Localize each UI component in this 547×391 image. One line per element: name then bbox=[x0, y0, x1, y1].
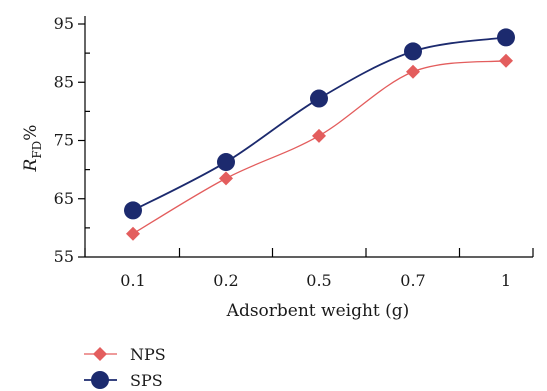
series-group bbox=[124, 28, 515, 241]
data-point-nps bbox=[406, 64, 420, 79]
x-axis-ticks: 0.1 0.2 0.5 0.7 1 bbox=[84, 248, 534, 290]
legend-item-sps: SPS bbox=[84, 371, 163, 390]
series-nps bbox=[126, 53, 513, 241]
legend-item-nps: NPS bbox=[84, 345, 166, 364]
series-line-nps bbox=[132, 60, 507, 235]
data-point-sps bbox=[124, 201, 142, 220]
data-point-sps bbox=[404, 42, 422, 61]
x-tick-label: 0.5 bbox=[306, 271, 331, 290]
x-tick-label: 0.1 bbox=[120, 271, 145, 290]
y-tick-label: 55 bbox=[54, 247, 74, 266]
x-tick-label: 1 bbox=[501, 271, 511, 290]
y-axis-ticks: 55 65 75 85 95 bbox=[54, 14, 90, 266]
y-axis-label: RFD% bbox=[21, 125, 44, 173]
legend-label: NPS bbox=[130, 345, 166, 364]
y-tick-label: 75 bbox=[54, 131, 74, 150]
legend: NPS SPS bbox=[84, 345, 166, 390]
data-point-nps bbox=[219, 171, 233, 186]
x-tick-label: 0.7 bbox=[400, 271, 425, 290]
x-tick-label: 0.2 bbox=[213, 271, 238, 290]
y-tick-label: 95 bbox=[54, 14, 74, 33]
legend-marker bbox=[93, 347, 107, 361]
legend-marker bbox=[91, 371, 109, 389]
y-tick-label: 65 bbox=[54, 189, 74, 208]
data-point-sps bbox=[497, 28, 515, 47]
data-point-sps bbox=[217, 153, 235, 172]
data-point-nps bbox=[312, 128, 326, 143]
y-tick-label: 85 bbox=[54, 72, 74, 91]
x-axis-label: Adsorbent weight (g) bbox=[226, 301, 410, 321]
axes bbox=[84, 16, 533, 258]
data-point-nps bbox=[126, 226, 140, 241]
series-sps bbox=[124, 28, 515, 220]
data-point-sps bbox=[310, 89, 328, 108]
legend-label: SPS bbox=[130, 371, 163, 390]
data-point-nps bbox=[499, 53, 513, 68]
